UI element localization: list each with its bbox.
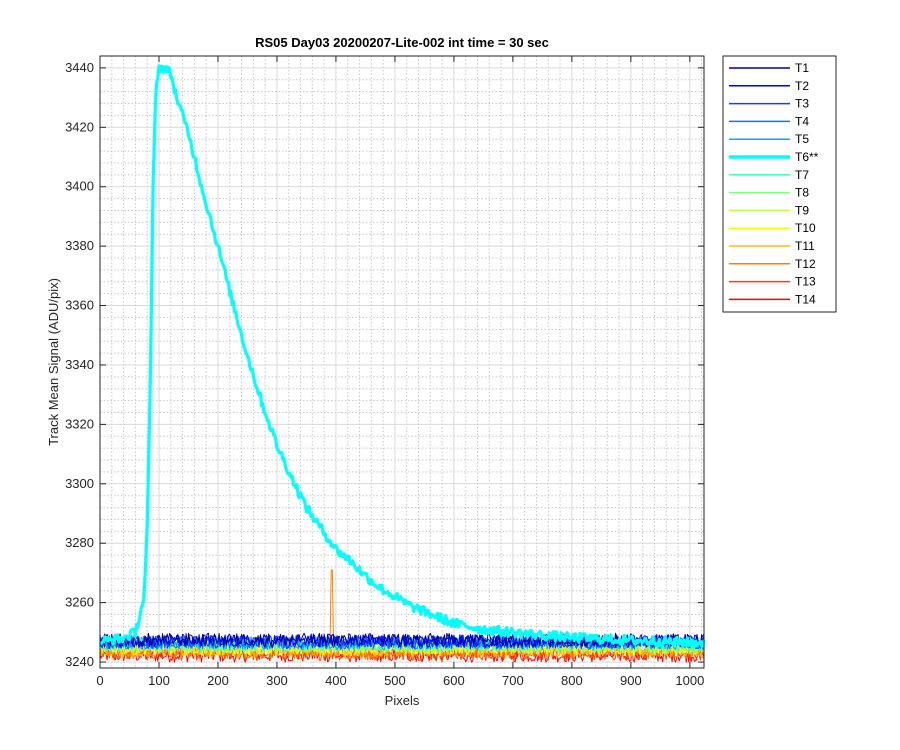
x-tick-label: 300 [266, 673, 288, 688]
legend-label: T8 [795, 186, 809, 200]
y-tick-label: 3360 [65, 298, 94, 313]
y-axis-label: Track Mean Signal (ADU/pix) [46, 278, 61, 446]
legend-label: T5 [795, 132, 809, 146]
legend-label: T4 [795, 114, 809, 128]
series-lines [98, 64, 706, 663]
y-tick-label: 3440 [65, 60, 94, 75]
plot-frame [99, 55, 705, 669]
legend: T1 T2 T3 T4 T5 T6** T7 T8 T9 T10 T11 T12 T13 T14 [722, 55, 837, 313]
legend-label: T3 [795, 97, 809, 111]
x-tick-label: 100 [148, 673, 170, 688]
x-tick-label: 900 [620, 673, 642, 688]
legend-label: T14 [795, 292, 816, 306]
plot-area [100, 56, 704, 668]
x-axis-label: Pixels [385, 693, 420, 708]
series-line-t6 [98, 64, 706, 649]
y-tick-label: 3320 [65, 416, 94, 431]
legend-box [722, 55, 837, 313]
legend-label: T7 [795, 168, 809, 182]
y-tick-label: 3260 [65, 595, 94, 610]
legend-label: T13 [795, 275, 816, 289]
legend-label: T9 [795, 203, 809, 217]
x-tick-label: 800 [561, 673, 583, 688]
axes-ticks: 3240 3260 3280 3300 3320 3340 3360 3380 3400 3420… [65, 56, 704, 688]
x-tick-label: 600 [443, 673, 465, 688]
y-tick-label: 3280 [65, 535, 94, 550]
y-tick-label: 3340 [65, 357, 94, 372]
legend-label: T11 [795, 239, 815, 253]
x-tick-label: 400 [325, 673, 347, 688]
y-tick-label: 3380 [65, 238, 94, 253]
grid [99, 55, 704, 668]
x-tick-label: 1000 [675, 673, 704, 688]
x-tick-label: 700 [502, 673, 524, 688]
x-tick-label: 0 [96, 673, 103, 688]
series-line-t14 [99, 648, 705, 663]
legend-label: T12 [795, 257, 816, 271]
y-tick-label: 3300 [65, 476, 94, 491]
legend-label: T6** [795, 150, 819, 164]
legend-label: T10 [795, 221, 816, 235]
legend-label: T2 [795, 79, 809, 93]
y-tick-label: 3420 [65, 119, 94, 134]
y-tick-label: 3400 [65, 179, 94, 194]
x-tick-label: 200 [207, 673, 229, 688]
chart-title: RS05 Day03 20200207-Lite-002 int time = … [255, 35, 549, 50]
x-tick-label: 500 [384, 673, 406, 688]
legend-label: T1 [795, 61, 809, 75]
y-tick-label: 3240 [65, 654, 94, 669]
